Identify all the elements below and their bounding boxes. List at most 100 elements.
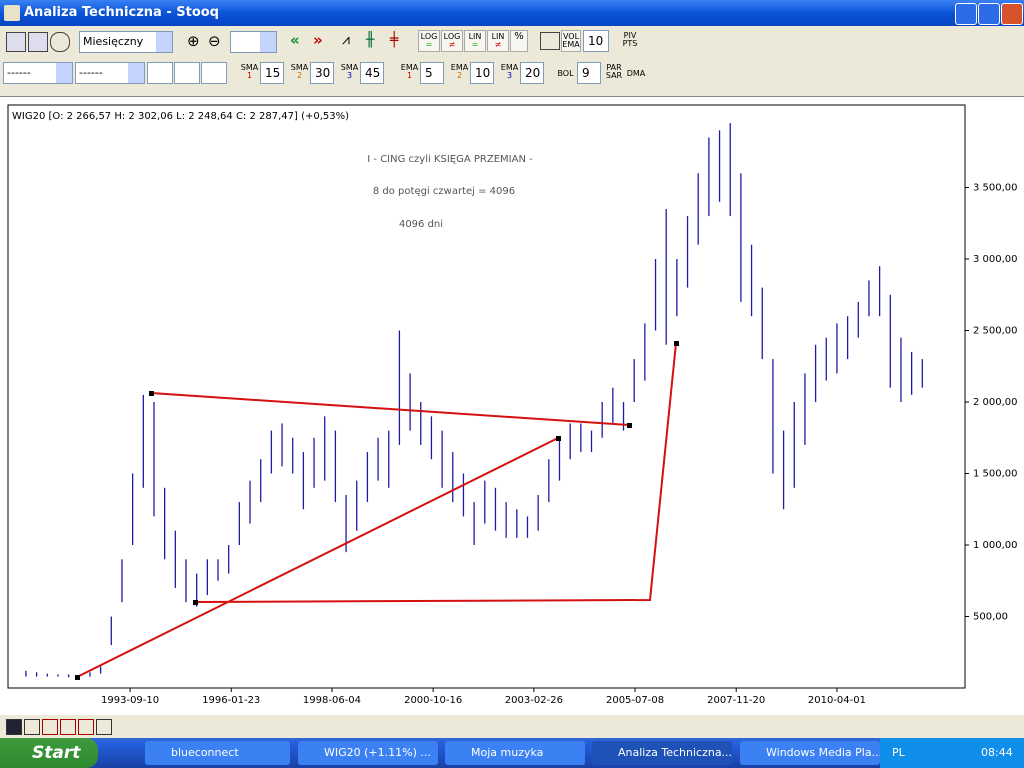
forward-button[interactable]: » (313, 31, 323, 49)
icon[interactable] (60, 719, 76, 735)
volume-icon[interactable] (540, 32, 560, 50)
piv-button[interactable]: PIV PTS (620, 30, 640, 52)
label: VOL (562, 32, 580, 41)
zoom-out[interactable]: ⊖ (208, 32, 221, 50)
icon[interactable] (78, 719, 94, 735)
handle[interactable] (674, 341, 679, 346)
log-button[interactable]: LOG = (418, 30, 440, 52)
lin-button[interactable]: LIN = (464, 30, 486, 52)
y-tick-label: 3 000,00 (973, 254, 1018, 265)
line-handles (75, 341, 679, 680)
x-tick-label: 1993-09-10 (101, 695, 159, 706)
parsar-button[interactable]: PAR SAR (604, 62, 624, 84)
zoom-select[interactable] (230, 31, 277, 53)
vol-ema-button[interactable]: VOL EMA (561, 30, 581, 52)
taskbar: Start blueconnect WIG20 (+1.11%) ... Moja … (0, 738, 1024, 768)
indicator-button[interactable]: EMA 2 (450, 62, 469, 84)
label: PIV (623, 31, 637, 40)
input[interactable] (147, 62, 173, 84)
task-button[interactable]: Moja muzyka (445, 741, 585, 765)
vol-period-input[interactable]: 10 (583, 30, 609, 52)
input[interactable] (174, 62, 200, 84)
save-icon[interactable] (6, 719, 22, 735)
drawing-lines (76, 342, 677, 678)
percent-button[interactable]: % (510, 30, 528, 52)
task-button[interactable]: WIG20 (+1.11%) ... (298, 741, 438, 765)
label: PAR (606, 63, 622, 72)
index: 1 (246, 71, 253, 80)
handle[interactable] (627, 423, 632, 428)
trend-line (194, 342, 677, 603)
icon[interactable] (42, 719, 58, 735)
icon[interactable] (28, 32, 48, 52)
icon[interactable] (6, 32, 26, 52)
lin-button[interactable]: LIN ≠ (487, 30, 509, 52)
chart-panel: WIG20 [O: 2 266,57 H: 2 302,06 L: 2 248,… (0, 96, 1024, 715)
handle[interactable] (75, 675, 80, 680)
dma-button[interactable]: DMA (626, 64, 646, 86)
annotation: 4096 dni (399, 219, 443, 230)
period-input[interactable]: 45 (360, 62, 384, 84)
log-button[interactable]: LOG ≠ (441, 30, 463, 52)
indicator-button[interactable]: EMA 3 (500, 62, 519, 84)
label: SMA (240, 63, 259, 72)
bar-chart-button[interactable]: ╫ (366, 32, 375, 48)
label: BOL (557, 69, 574, 78)
task-button[interactable]: Windows Media Pla... (740, 741, 880, 765)
language[interactable]: PL (892, 746, 905, 759)
period-input[interactable]: 5 (420, 62, 444, 84)
handle[interactable] (193, 600, 198, 605)
title-bar: Analiza Techniczna - Stooq (0, 0, 1024, 26)
bottom-toolbar (0, 716, 1024, 738)
print-icon[interactable] (96, 719, 112, 735)
candle-button[interactable]: ╪ (390, 32, 399, 48)
indicator-button[interactable]: SMA 1 (240, 62, 259, 84)
annotation: 8 do potęgi czwartej = 4096 (373, 186, 515, 197)
minimize-button[interactable] (955, 3, 977, 25)
x-tick-label: 1998-06-04 (303, 695, 361, 706)
x-tick-label: 2003-02-26 (505, 695, 563, 706)
bol-period-input[interactable]: 9 (577, 62, 601, 84)
icon[interactable] (50, 32, 70, 52)
start-button[interactable]: Start (0, 738, 98, 768)
indicator-button[interactable]: EMA 1 (400, 62, 419, 84)
x-tick-label: 2005-07-08 (606, 695, 664, 706)
label: EMA (562, 40, 580, 49)
indicator-button[interactable]: SMA 2 (290, 62, 309, 84)
label: PTS (622, 39, 638, 48)
close-button[interactable] (1001, 3, 1023, 25)
period-select[interactable]: Miesięczny (79, 31, 173, 53)
icon[interactable] (24, 719, 40, 735)
label: EMA (400, 63, 419, 72)
index: 2 (296, 71, 303, 80)
index: 3 (506, 71, 513, 80)
maximize-button[interactable] (978, 3, 1000, 25)
back-button[interactable]: « (290, 31, 300, 49)
label: LOG (443, 32, 461, 41)
period-input[interactable]: 30 (310, 62, 334, 84)
zoom-in[interactable]: ⊕ (187, 32, 200, 50)
combo[interactable]: ------ (3, 62, 73, 84)
label: LIN (491, 32, 505, 41)
bol-button[interactable]: BOL (556, 64, 575, 86)
indicator-button[interactable]: SMA 3 (340, 62, 359, 84)
input[interactable] (201, 62, 227, 84)
label: EMA (450, 63, 469, 72)
annotation: I - CING czyli KSIĘGA PRZEMIAN - (367, 154, 533, 165)
line-chart-button[interactable]: ⩘ (342, 32, 350, 48)
label: EMA (500, 63, 519, 72)
handle[interactable] (556, 436, 561, 441)
clock: 08:44 (981, 746, 1013, 759)
task-button[interactable]: Analiza Techniczna... (592, 741, 732, 765)
toolbar: Miesięczny ⊕ ⊖ « » ⩘ ╫ ╪ LOG = LOG ≠ LIN = … (0, 26, 1024, 96)
period-input[interactable]: 10 (470, 62, 494, 84)
period-input[interactable]: 20 (520, 62, 544, 84)
task-button[interactable]: blueconnect (145, 741, 290, 765)
label: % (514, 31, 524, 42)
combo[interactable]: ------ (75, 62, 145, 84)
label: SMA (290, 63, 309, 72)
period-input[interactable]: 15 (260, 62, 284, 84)
label: SAR (605, 71, 623, 80)
handle[interactable] (149, 391, 154, 396)
